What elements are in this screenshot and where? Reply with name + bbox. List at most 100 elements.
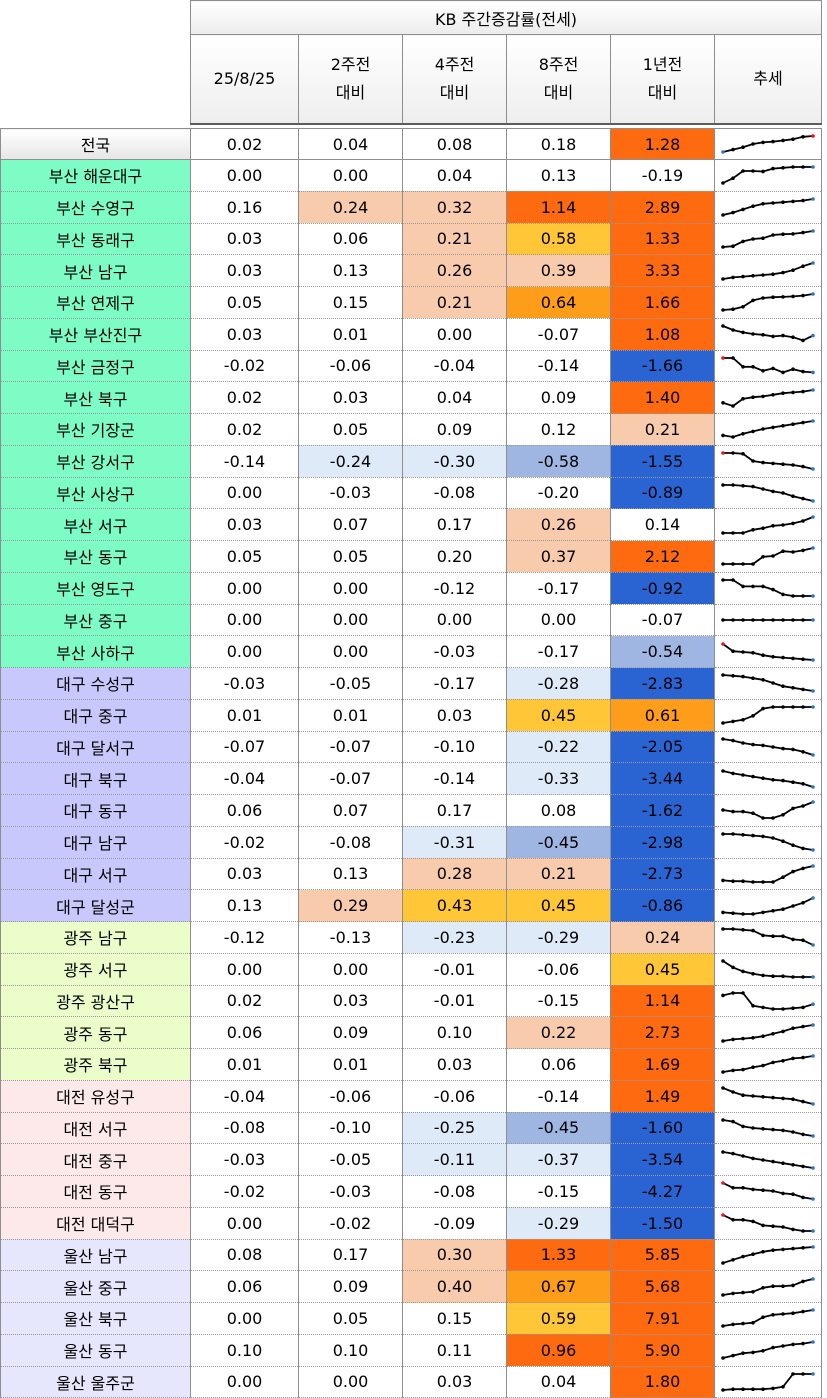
col-header-line: 대비 [439,83,470,102]
value-cell: 1.49 [610,1080,715,1113]
value-cell: -0.08 [190,1112,299,1145]
trend-cell [714,572,822,605]
trend-cell [714,1080,822,1113]
region-label: 대전 유성구 [0,1080,191,1113]
value-cell: -0.24 [298,445,403,478]
trend-point [781,232,785,236]
region-label: 부산 동구 [0,540,191,573]
trend-sparkline [721,324,815,343]
trend-point [771,233,775,237]
trend-point [731,244,735,248]
trend-point [751,273,755,278]
trend-point [791,1311,795,1316]
trend-point [811,292,815,297]
trend-point [771,974,775,979]
trend-point [731,403,735,408]
trend-point [741,879,745,883]
trend-point [751,1094,755,1098]
trend-point [751,332,755,336]
trend-point [771,461,775,466]
value-cell: -0.08 [402,477,507,510]
trend-point [771,1031,775,1036]
trend-point [741,1387,745,1391]
trend-line [723,356,814,374]
trend-point [781,1161,785,1165]
trend-point [791,390,795,394]
trend-point [791,550,795,555]
region-label: 울산 중구 [0,1270,191,1303]
trend-point [771,681,775,686]
value-cell: -0.54 [610,635,715,668]
trend-point [721,1118,725,1122]
trend-point [781,1344,785,1348]
value-cell: 0.45 [506,699,611,732]
trend-point [741,145,745,149]
trend-point [771,618,775,622]
trend-line [722,1150,814,1169]
value-cell: 0.05 [298,540,403,573]
trend-point [721,356,725,360]
trend-point [771,201,775,205]
trend-point [741,584,745,589]
trend-point [731,810,735,814]
trend-point [731,483,735,487]
trend-point [811,895,815,900]
trend-point [731,275,735,279]
value-cell: -0.20 [506,477,611,510]
trend-point [801,900,805,905]
trend-line [722,293,814,312]
trend-point [791,1130,795,1134]
trend-point [801,975,805,979]
trend-point [761,460,765,465]
table-row: 부산 금정구 -0.02 -0.06 -0.04 -0.14 -1.66 [0,350,822,383]
table-row: 대구 달성군 0.13 0.29 0.43 0.45 -0.86 [0,889,822,922]
trend-point [801,198,805,203]
value-cell: -0.89 [610,477,715,510]
table-row: 대전 서구 -0.08 -0.10 -0.25 -0.45 -1.60 [0,1112,822,1145]
trend-point [801,369,805,374]
trend-sparkline [721,292,815,313]
trend-point [811,975,815,979]
trend-point [811,784,815,789]
trend-point [751,1156,755,1160]
value-cell: 7.91 [610,1302,715,1335]
value-cell: 0.00 [402,604,507,637]
value-cell: 0.00 [190,604,299,637]
trend-point [741,483,745,488]
trend-point [801,594,805,598]
trend-point [781,778,785,783]
value-cell: 0.10 [298,1334,403,1367]
region-label: 부산 강서구 [0,445,191,478]
trend-point [741,833,745,837]
trend-point [761,910,765,914]
value-cell: -0.04 [190,1080,299,1113]
trend-point [741,396,745,401]
value-cell: -0.04 [402,350,507,383]
value-cell: 0.24 [298,191,403,224]
region-label: 대구 중구 [0,699,191,732]
trend-point [741,810,745,814]
table-row: 부산 사상구 0.00 -0.03 -0.08 -0.20 -0.89 [0,477,822,510]
trend-point [791,1283,795,1287]
trend-cell [714,1366,822,1398]
trend-point [741,969,745,974]
trend-point [751,1289,755,1294]
trend-line [723,833,814,852]
value-cell: -0.01 [402,953,507,986]
table-super-title: KB 주간증감률(전세) [190,0,822,35]
trend-point [761,1315,765,1320]
trend-point [761,394,765,398]
value-cell: 0.29 [298,889,403,922]
trend-sparkline [721,134,815,154]
trend-point [731,307,735,312]
trend-cell [714,699,822,732]
trend-line [722,135,814,153]
trend-point [721,910,725,914]
trend-point [751,1350,755,1355]
trend-point [731,674,735,678]
value-cell: -0.02 [190,826,299,859]
trend-point [721,641,725,646]
value-cell: -1.62 [610,794,715,827]
value-cell: 0.17 [402,794,507,827]
trend-point [791,780,795,784]
